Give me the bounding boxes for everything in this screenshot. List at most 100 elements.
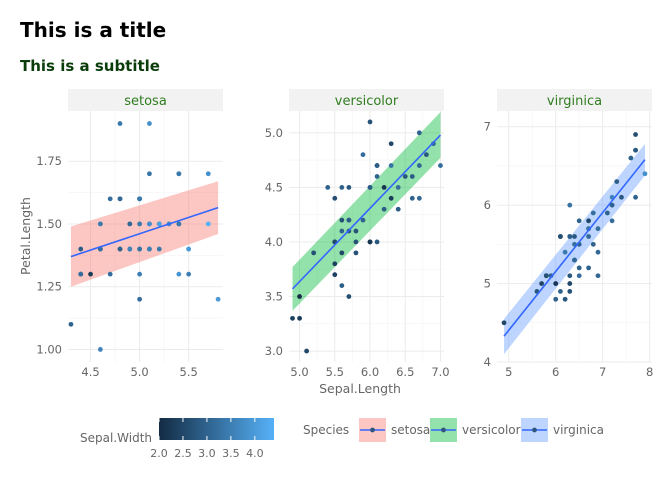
data-point — [346, 217, 352, 223]
data-point — [586, 234, 591, 239]
data-point — [614, 179, 620, 184]
data-point — [595, 249, 601, 255]
y-axis-label: Petal.Length — [18, 197, 33, 275]
colorbar-tick-label: 3.5 — [222, 447, 240, 460]
data-point — [186, 271, 192, 277]
legend-key-versicolor: versicolor — [430, 418, 521, 442]
data-point — [339, 217, 345, 223]
x-tick-label: 4.5 — [81, 365, 99, 379]
data-point — [567, 281, 573, 286]
data-point — [117, 196, 123, 202]
data-point — [604, 210, 610, 216]
data-point — [395, 184, 401, 190]
data-point — [595, 273, 601, 279]
legend-key-point — [532, 427, 537, 433]
colorbar-tick-label: 4.0 — [246, 447, 264, 460]
data-point — [381, 184, 387, 190]
data-point — [353, 228, 359, 234]
data-point — [137, 221, 143, 227]
data-point — [360, 152, 366, 158]
data-point — [576, 273, 582, 279]
fit-line — [291, 134, 442, 290]
data-point — [590, 210, 596, 216]
data-point — [595, 226, 601, 232]
data-point — [137, 196, 143, 202]
data-point — [416, 163, 422, 168]
y-tick-label: 1.25 — [36, 280, 62, 294]
y-tick-label: 1.75 — [36, 154, 62, 168]
data-point — [567, 289, 573, 294]
data-point — [156, 246, 162, 252]
data-point — [215, 296, 221, 302]
data-point — [633, 194, 638, 200]
data-point — [137, 271, 143, 277]
data-point — [332, 272, 338, 278]
facet-strip-label: setosa — [124, 94, 167, 109]
data-point — [205, 221, 211, 227]
data-point — [553, 281, 559, 286]
data-point — [628, 155, 634, 161]
colorbar-tick-label: 3.0 — [198, 447, 216, 460]
data-point — [374, 174, 380, 179]
y-tick-label: 1.00 — [36, 342, 62, 356]
data-point — [374, 163, 380, 168]
legend-label: setosa — [391, 423, 430, 437]
data-point — [339, 283, 345, 289]
data-point — [107, 271, 113, 277]
data-point — [339, 184, 345, 190]
data-point — [590, 241, 596, 247]
species-legend: Species setosa versicolor virginica — [303, 418, 604, 442]
data-point — [137, 296, 143, 302]
data-point — [586, 218, 591, 224]
data-point — [304, 348, 310, 354]
data-point — [325, 184, 331, 190]
data-point — [576, 218, 582, 224]
facet-panel-setosa: setosa 4.5 5.0 5.5 1.00 1.25 1.50 1.75 — [36, 89, 223, 379]
legend-label: versicolor — [462, 423, 521, 437]
data-point — [409, 195, 415, 201]
data-point — [553, 296, 559, 302]
data-point — [567, 202, 573, 208]
data-point — [332, 195, 338, 201]
y-tick-label: 7 — [484, 120, 491, 134]
data-point — [586, 265, 591, 271]
data-point — [388, 163, 394, 168]
data-point — [567, 273, 573, 279]
x-tick-label: 5.5 — [180, 365, 198, 379]
data-point — [176, 221, 182, 227]
data-point — [539, 281, 545, 286]
facet-panel-versicolor: versicolor 5.0 5.5 6.0 6.5 7.0 3.0 3.5 4.0 4.5 5.0 — [265, 89, 450, 379]
data-point — [572, 234, 577, 239]
data-point — [558, 234, 563, 239]
data-point — [609, 202, 615, 208]
data-point — [97, 221, 103, 227]
y-tick-label: 3.0 — [265, 344, 283, 358]
confidence-ribbon — [70, 181, 219, 287]
data-point — [633, 147, 638, 153]
data-point — [395, 206, 401, 212]
data-point — [572, 257, 577, 263]
data-point — [367, 119, 373, 125]
data-point — [543, 273, 549, 279]
x-tick-label: 5 — [505, 365, 512, 379]
colorbar-bar — [159, 418, 274, 440]
x-tick-label: 6 — [552, 365, 559, 379]
y-tick-label: 4.5 — [265, 180, 283, 194]
data-point — [353, 239, 359, 245]
data-point — [501, 320, 507, 326]
data-point — [88, 271, 93, 277]
data-point — [416, 195, 422, 201]
data-point — [339, 228, 345, 234]
data-point — [353, 250, 359, 256]
data-point — [567, 234, 573, 239]
data-point — [78, 271, 84, 277]
data-point — [619, 194, 624, 200]
data-point — [127, 221, 133, 227]
colorbar-tick-label: 2.0 — [150, 447, 168, 460]
facet-strip-label: versicolor — [335, 94, 399, 109]
legend-label: virginica — [553, 423, 604, 437]
species-legend-title: Species — [303, 423, 349, 437]
x-tick-label: 6.0 — [361, 365, 379, 379]
